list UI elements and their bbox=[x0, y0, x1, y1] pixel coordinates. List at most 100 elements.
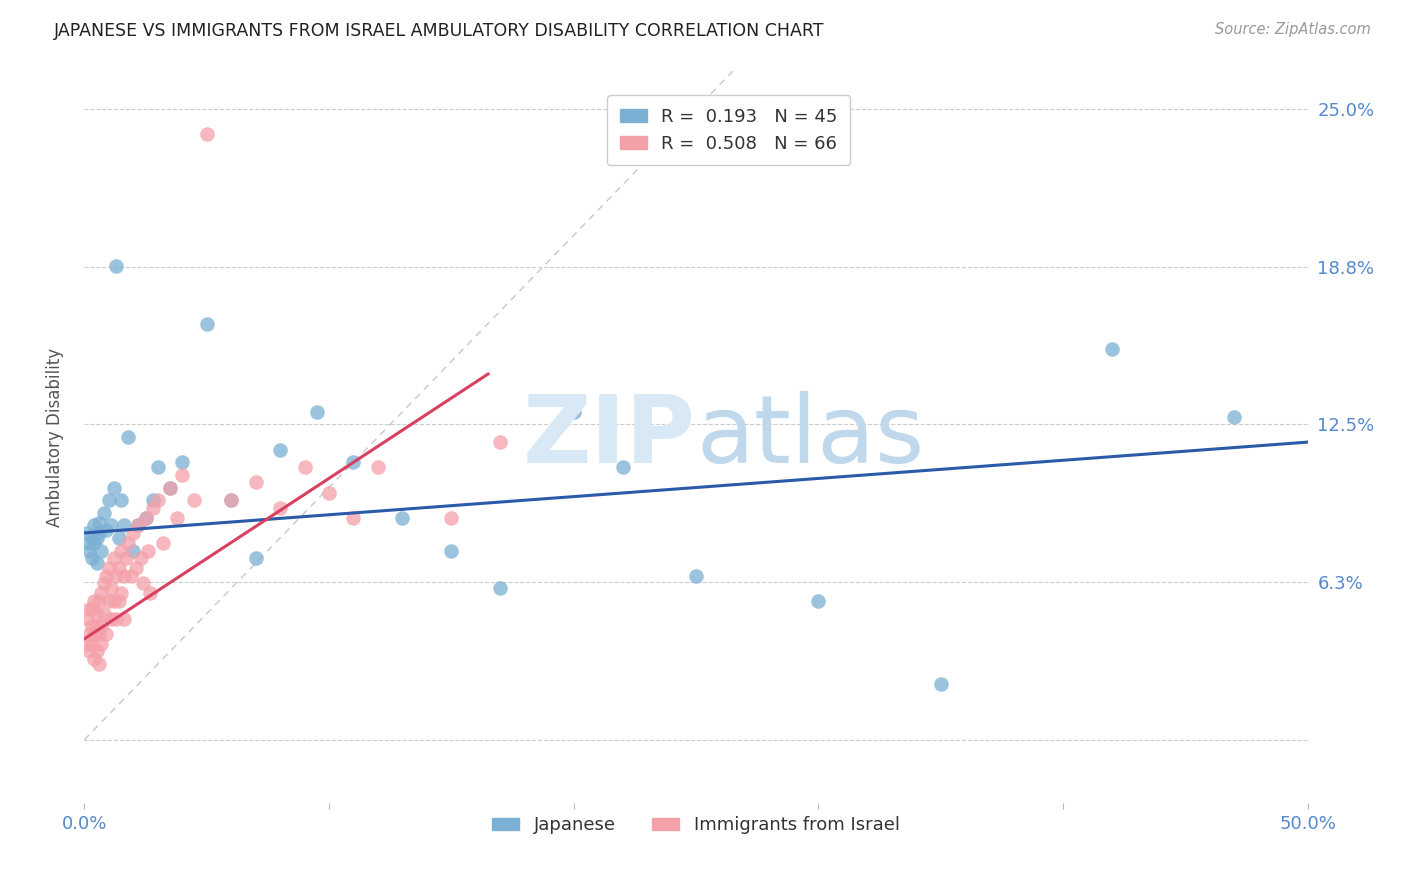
Point bbox=[87, 525, 110, 540]
Point bbox=[159, 481, 181, 495]
Point bbox=[115, 551, 138, 566]
Point bbox=[86, 619, 108, 633]
Point bbox=[1101, 342, 1123, 356]
Point bbox=[195, 128, 218, 142]
Point bbox=[97, 493, 120, 508]
Point bbox=[76, 612, 98, 626]
Point bbox=[77, 543, 100, 558]
Point bbox=[105, 259, 128, 273]
Point bbox=[342, 510, 364, 524]
Point bbox=[122, 543, 145, 558]
Point bbox=[245, 475, 267, 490]
Point bbox=[107, 561, 129, 575]
Point bbox=[139, 586, 162, 600]
Point bbox=[107, 594, 129, 608]
Text: ZIP: ZIP bbox=[523, 391, 696, 483]
Point bbox=[489, 435, 512, 450]
Point bbox=[87, 657, 110, 671]
Text: Source: ZipAtlas.com: Source: ZipAtlas.com bbox=[1215, 22, 1371, 37]
Point bbox=[110, 543, 132, 558]
Point bbox=[90, 586, 112, 600]
Point bbox=[440, 543, 463, 558]
Point bbox=[86, 607, 108, 621]
Point bbox=[195, 317, 218, 331]
Point bbox=[77, 536, 100, 550]
Point bbox=[112, 612, 135, 626]
Point bbox=[103, 481, 125, 495]
Point bbox=[685, 569, 707, 583]
Point bbox=[97, 561, 120, 575]
Point bbox=[135, 510, 157, 524]
Point bbox=[142, 500, 165, 515]
Point bbox=[1223, 409, 1246, 424]
Point bbox=[90, 637, 112, 651]
Point bbox=[110, 586, 132, 600]
Point bbox=[112, 569, 135, 583]
Point bbox=[93, 607, 115, 621]
Point bbox=[612, 460, 634, 475]
Point bbox=[146, 460, 169, 475]
Point bbox=[122, 525, 145, 540]
Point bbox=[367, 460, 389, 475]
Point bbox=[80, 637, 103, 651]
Point bbox=[117, 536, 139, 550]
Point bbox=[83, 536, 105, 550]
Point bbox=[87, 594, 110, 608]
Point bbox=[105, 569, 128, 583]
Point bbox=[152, 536, 174, 550]
Point bbox=[107, 531, 129, 545]
Point bbox=[929, 677, 952, 691]
Point bbox=[87, 627, 110, 641]
Point bbox=[80, 551, 103, 566]
Point bbox=[245, 551, 267, 566]
Point bbox=[142, 493, 165, 508]
Point bbox=[97, 594, 120, 608]
Point bbox=[146, 493, 169, 508]
Point bbox=[112, 518, 135, 533]
Legend: Japanese, Immigrants from Israel: Japanese, Immigrants from Israel bbox=[478, 802, 914, 848]
Point bbox=[90, 619, 112, 633]
Point bbox=[100, 518, 122, 533]
Point bbox=[93, 576, 115, 591]
Point bbox=[219, 493, 242, 508]
Point bbox=[77, 627, 100, 641]
Text: atlas: atlas bbox=[696, 391, 924, 483]
Point bbox=[159, 481, 181, 495]
Point bbox=[80, 601, 103, 615]
Point bbox=[96, 569, 118, 583]
Point bbox=[129, 551, 152, 566]
Point bbox=[269, 500, 291, 515]
Point bbox=[135, 510, 157, 524]
Point bbox=[183, 493, 205, 508]
Point bbox=[342, 455, 364, 469]
Point bbox=[87, 516, 110, 530]
Point bbox=[127, 518, 149, 533]
Point bbox=[166, 510, 188, 524]
Point bbox=[440, 510, 463, 524]
Point bbox=[86, 644, 108, 658]
Point bbox=[103, 551, 125, 566]
Point bbox=[172, 467, 194, 482]
Point bbox=[83, 594, 105, 608]
Point bbox=[127, 518, 149, 533]
Point bbox=[807, 594, 830, 608]
Point bbox=[100, 612, 122, 626]
Point bbox=[105, 612, 128, 626]
Point bbox=[76, 637, 98, 651]
Point bbox=[120, 569, 142, 583]
Point bbox=[136, 543, 159, 558]
Point bbox=[305, 405, 328, 419]
Point bbox=[83, 627, 105, 641]
Point bbox=[80, 619, 103, 633]
Point bbox=[294, 460, 316, 475]
Point bbox=[76, 525, 98, 540]
Point bbox=[219, 493, 242, 508]
Point bbox=[391, 510, 413, 524]
Point bbox=[125, 561, 148, 575]
Point bbox=[83, 518, 105, 533]
Point bbox=[77, 644, 100, 658]
Point bbox=[100, 582, 122, 596]
Y-axis label: Ambulatory Disability: Ambulatory Disability bbox=[45, 348, 63, 526]
Text: JAPANESE VS IMMIGRANTS FROM ISRAEL AMBULATORY DISABILITY CORRELATION CHART: JAPANESE VS IMMIGRANTS FROM ISRAEL AMBUL… bbox=[53, 22, 824, 40]
Point bbox=[489, 582, 512, 596]
